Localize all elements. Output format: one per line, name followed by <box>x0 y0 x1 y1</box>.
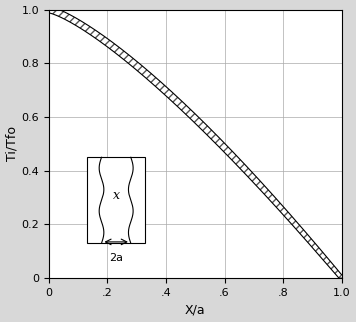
Y-axis label: Ti/Tfo: Ti/Tfo <box>6 126 19 161</box>
Bar <box>87 157 146 243</box>
X-axis label: X/a: X/a <box>185 303 205 317</box>
Text: 2a: 2a <box>109 253 123 263</box>
Text: x: x <box>112 189 120 203</box>
